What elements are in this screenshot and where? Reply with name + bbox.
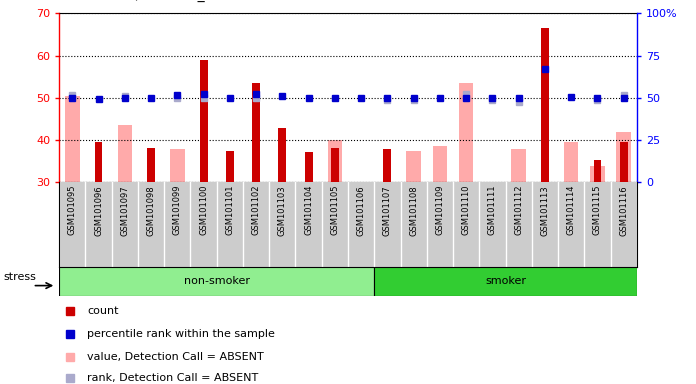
Bar [305, 152, 313, 182]
Bar [433, 146, 447, 182]
Text: GSM101095: GSM101095 [68, 185, 77, 235]
Bar [383, 149, 391, 182]
Bar [226, 151, 234, 182]
Text: GSM101113: GSM101113 [540, 185, 549, 235]
Text: GSM101102: GSM101102 [251, 185, 260, 235]
Bar [252, 83, 260, 182]
Bar [459, 83, 473, 182]
Bar [617, 132, 631, 182]
Text: GSM101099: GSM101099 [173, 185, 182, 235]
Bar [328, 140, 342, 182]
Text: GSM101110: GSM101110 [461, 185, 470, 235]
Text: GSM101109: GSM101109 [436, 185, 445, 235]
Bar [541, 28, 549, 182]
Text: GSM101101: GSM101101 [226, 185, 235, 235]
Text: value, Detection Call = ABSENT: value, Detection Call = ABSENT [87, 351, 264, 361]
Bar [65, 96, 79, 182]
Text: GSM101115: GSM101115 [593, 185, 602, 235]
Bar [331, 148, 339, 182]
Bar [95, 142, 102, 182]
Bar [374, 267, 637, 296]
Text: GDS2486 / 226144_at: GDS2486 / 226144_at [66, 0, 219, 2]
Text: stress: stress [3, 272, 36, 283]
Text: percentile rank within the sample: percentile rank within the sample [87, 329, 275, 339]
Bar [590, 166, 605, 182]
Bar [489, 182, 496, 223]
Text: GSM101098: GSM101098 [147, 185, 156, 235]
Text: GSM101116: GSM101116 [619, 185, 628, 235]
Bar [200, 60, 207, 182]
Bar [118, 125, 132, 182]
Text: GSM101103: GSM101103 [278, 185, 287, 235]
Bar [278, 128, 286, 182]
Text: non-smoker: non-smoker [184, 276, 250, 286]
Bar [147, 148, 155, 182]
Text: rank, Detection Call = ABSENT: rank, Detection Call = ABSENT [87, 374, 258, 384]
Bar [170, 149, 184, 182]
Text: GSM101106: GSM101106 [356, 185, 365, 235]
Bar [619, 142, 628, 182]
Bar [594, 161, 601, 182]
Text: GSM101112: GSM101112 [514, 185, 523, 235]
Text: GSM101096: GSM101096 [94, 185, 103, 235]
Text: GSM101097: GSM101097 [120, 185, 129, 235]
Text: GSM101105: GSM101105 [331, 185, 340, 235]
Text: GSM101108: GSM101108 [409, 185, 418, 235]
Bar [564, 142, 578, 182]
Bar [406, 151, 421, 182]
Text: smoker: smoker [485, 276, 526, 286]
Bar [512, 149, 526, 182]
Text: GSM101111: GSM101111 [488, 185, 497, 235]
Text: GSM101107: GSM101107 [383, 185, 392, 235]
Bar [515, 182, 523, 223]
Text: GSM101104: GSM101104 [304, 185, 313, 235]
Text: count: count [87, 306, 118, 316]
Text: GSM101100: GSM101100 [199, 185, 208, 235]
Bar [59, 267, 374, 296]
Text: GSM101114: GSM101114 [567, 185, 576, 235]
